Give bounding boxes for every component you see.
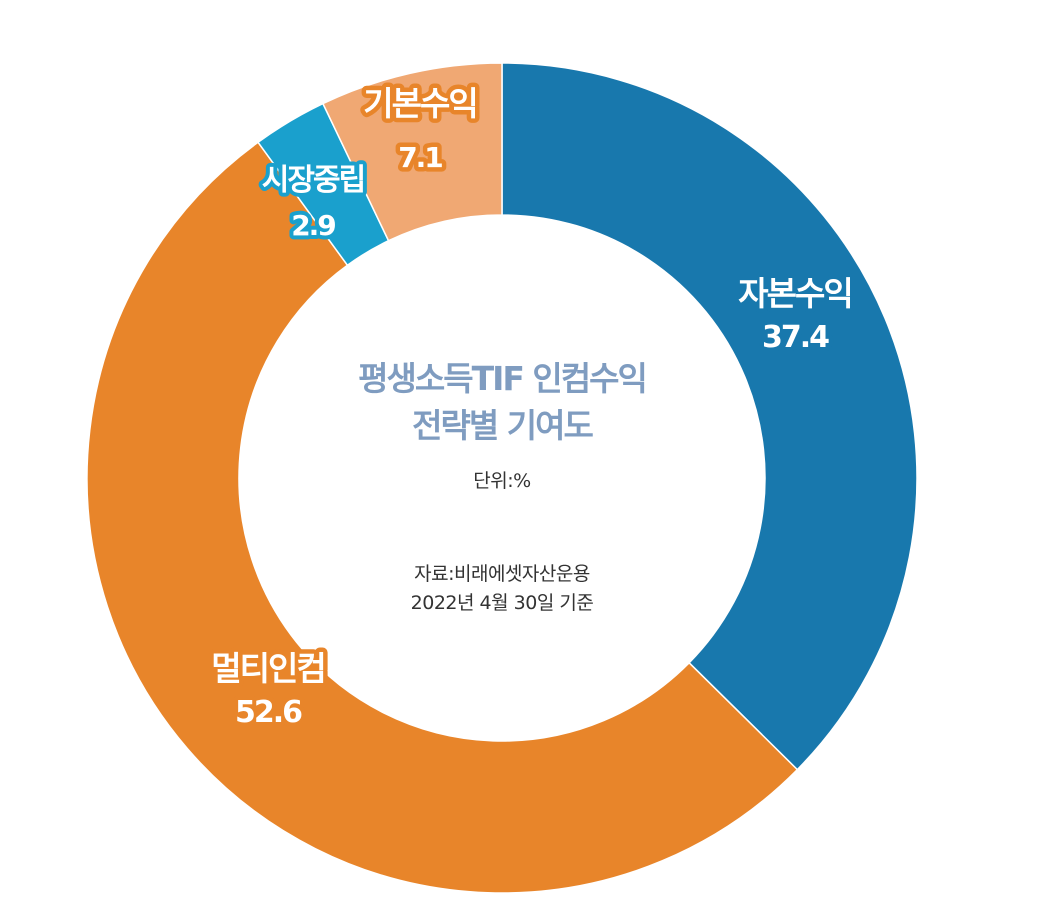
source-line-2: 2022년 4월 30일 기준 bbox=[411, 592, 594, 614]
donut-center: 평생소득TIF 인컴수익 전략별 기여도 단위:% 자료:비래에셋자산운용 20… bbox=[358, 359, 648, 614]
chart-title-line-2: 전략별 기여도 bbox=[412, 406, 593, 445]
slice-4-value-label: 7.1 bbox=[398, 141, 442, 174]
slice-2-name-label: 멀티인컴 bbox=[211, 649, 324, 688]
slice-4-name-label: 기본수익 bbox=[363, 84, 476, 123]
unit-label: 단위:% bbox=[473, 470, 530, 492]
slice-2-value-label: 52.6 bbox=[235, 695, 302, 730]
slice-1-name-label: 자본수익 bbox=[738, 274, 851, 313]
slice-2-arc bbox=[86, 141, 799, 894]
slice-1-arc bbox=[501, 62, 918, 771]
slice-labels: 자본수익 37.4 멀티인컴 52.6 시장중립 2.9 기본수익 7.1 bbox=[207, 80, 858, 735]
slice-3-name-label: 시장중립 bbox=[262, 163, 364, 198]
donut-slices bbox=[86, 62, 918, 894]
slice-4-arc bbox=[321, 62, 503, 242]
source-line-1: 자료:비래에셋자산운용 bbox=[414, 563, 590, 585]
slice-1-value-label: 37.4 bbox=[762, 320, 829, 355]
slice-3-value-label: 2.9 bbox=[291, 209, 335, 242]
chart-title-line-1: 평생소득TIF 인컴수익 bbox=[358, 359, 646, 398]
